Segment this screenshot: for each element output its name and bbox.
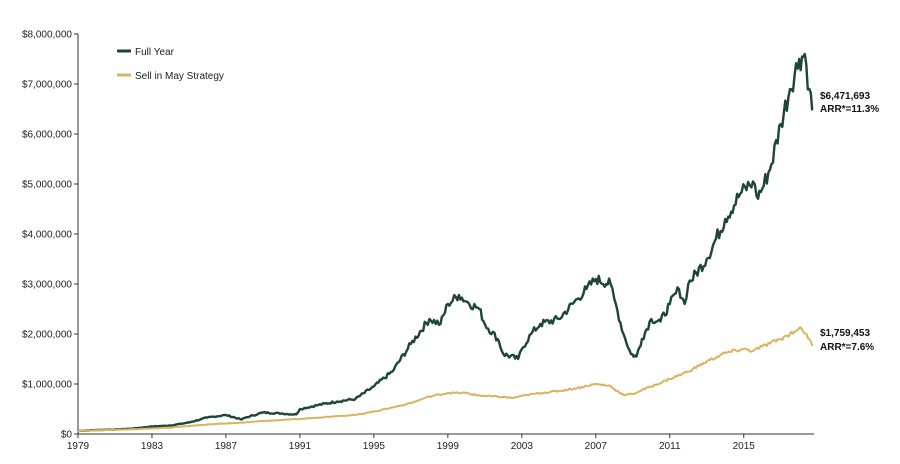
x-axis: 1979 1983 1987 1991 1995 1999 2003 2007 2011 2015: [67, 433, 814, 452]
y-tick-label: $8,000,000: [22, 30, 72, 41]
x-tick-label: 1979: [67, 441, 90, 452]
y-tick-label: $2,000,000: [22, 330, 72, 341]
x-tick-label: 1987: [215, 441, 238, 452]
x-tick-label: 1995: [363, 441, 386, 452]
end-labels: $6,471,693 ARR*=11.3% $1,759,453 ARR*=7.…: [820, 91, 879, 353]
x-tick-label: 2015: [733, 441, 756, 452]
x-tick-label: 2003: [511, 441, 534, 452]
x-tick-label: 1983: [141, 441, 164, 452]
y-tick-label: $7,000,000: [22, 80, 72, 91]
x-tick-label: 1991: [289, 441, 312, 452]
sell-in-may-series-line: [78, 326, 814, 432]
legend: Full Year Sell in May Strategy: [117, 47, 224, 82]
y-tick-label: $0: [61, 430, 73, 441]
y-tick-label: $1,000,000: [22, 380, 72, 391]
full-year-arr: ARR*=11.3%: [820, 104, 879, 115]
y-tick-label: $5,000,000: [22, 180, 72, 191]
legend-label-sell-in-may: Sell in May Strategy: [135, 71, 224, 82]
y-axis: $0 $1,000,000 $2,000,000 $3,000,000 $4,000,0…: [22, 30, 79, 441]
sell-in-may-arr: ARR*=7.6%: [820, 342, 874, 353]
full-year-series-line: [77, 52, 814, 433]
legend-label-full-year: Full Year: [135, 47, 175, 58]
y-tick-label: $3,000,000: [22, 280, 72, 291]
y-tick-label: $4,000,000: [22, 230, 72, 241]
x-tick-label: 1999: [437, 441, 460, 452]
full-year-end-value: $6,471,693: [820, 91, 870, 102]
y-tick-label: $6,000,000: [22, 130, 72, 141]
sell-in-may-end-value: $1,759,453: [820, 328, 870, 339]
x-tick-label: 2007: [585, 441, 608, 452]
plot-area: [77, 52, 814, 433]
x-tick-label: 2011: [659, 441, 681, 452]
